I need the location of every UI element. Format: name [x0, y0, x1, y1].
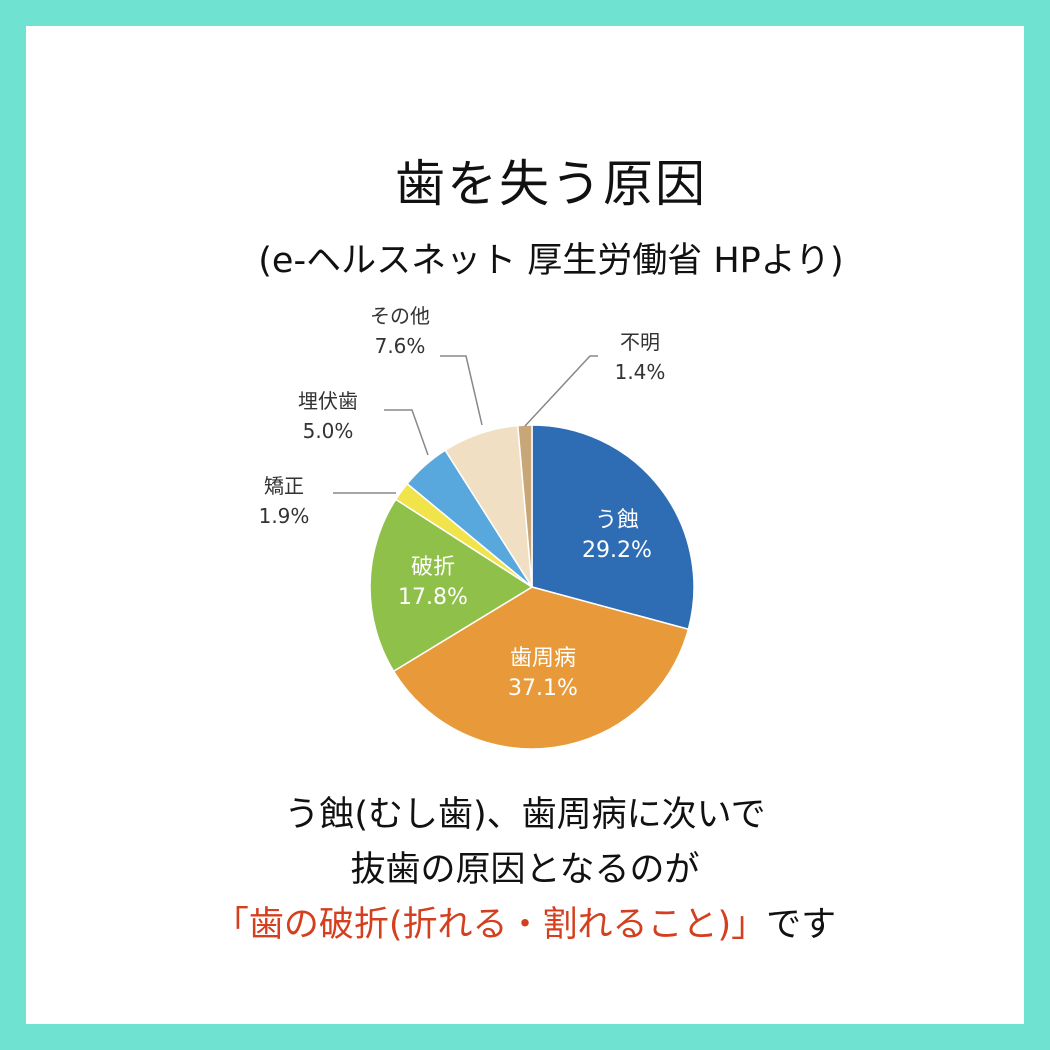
page-title: 歯を失う原因 [395, 155, 707, 213]
slice-value-2: 37.1% [508, 676, 578, 701]
slice-labels: う蝕 29.2% 歯周病 37.1% 破折 17.8% 矯正 1.9% 埋伏歯 5.0% その他 7.… [259, 304, 666, 701]
slice-label-1: う蝕 [595, 508, 639, 533]
slice-label-3: 破折 [411, 555, 455, 580]
caption-highlight: 「歯の破折(折れる・割れること)」 [213, 905, 767, 945]
caption-suffix: です [766, 905, 837, 945]
caption: う蝕(むし歯)、歯周病に次いで 抜歯の原因となるのが 「歯の破折(折れる・割れる… [0, 788, 1050, 953]
caption-line-1: う蝕(むし歯)、歯周病に次いで [284, 795, 766, 835]
slice-value-7: 1.4% [615, 360, 666, 384]
slice-label-7: 不明 [620, 330, 660, 354]
slice-value-3: 17.8% [398, 585, 468, 610]
slice-value-5: 5.0% [303, 419, 354, 443]
slice-value-6: 7.6% [375, 334, 426, 358]
source-subtitle: (e-ヘルスネット 厚生労働省 HPより) [258, 241, 844, 281]
pie-slice-2 [392, 586, 690, 750]
leader-line-6 [440, 355, 483, 426]
leader-lines [333, 355, 598, 494]
caption-line-3: 「歯の破折(折れる・割れること)」です [0, 898, 1050, 953]
leader-line-7 [524, 355, 598, 427]
pie-slices [369, 424, 695, 750]
slice-value-4: 1.9% [259, 504, 310, 528]
slice-label-6: その他 [370, 304, 430, 328]
leader-line-5 [384, 409, 429, 456]
slice-label-2: 歯周病 [510, 646, 576, 671]
pie-slice-3 [369, 498, 534, 673]
slice-label-4: 矯正 [264, 474, 304, 498]
pie-slice-1 [531, 424, 695, 631]
slice-value-1: 29.2% [582, 538, 652, 563]
slice-label-5: 埋伏歯 [298, 389, 358, 413]
caption-line-2: 抜歯の原因となるのが [350, 850, 700, 890]
